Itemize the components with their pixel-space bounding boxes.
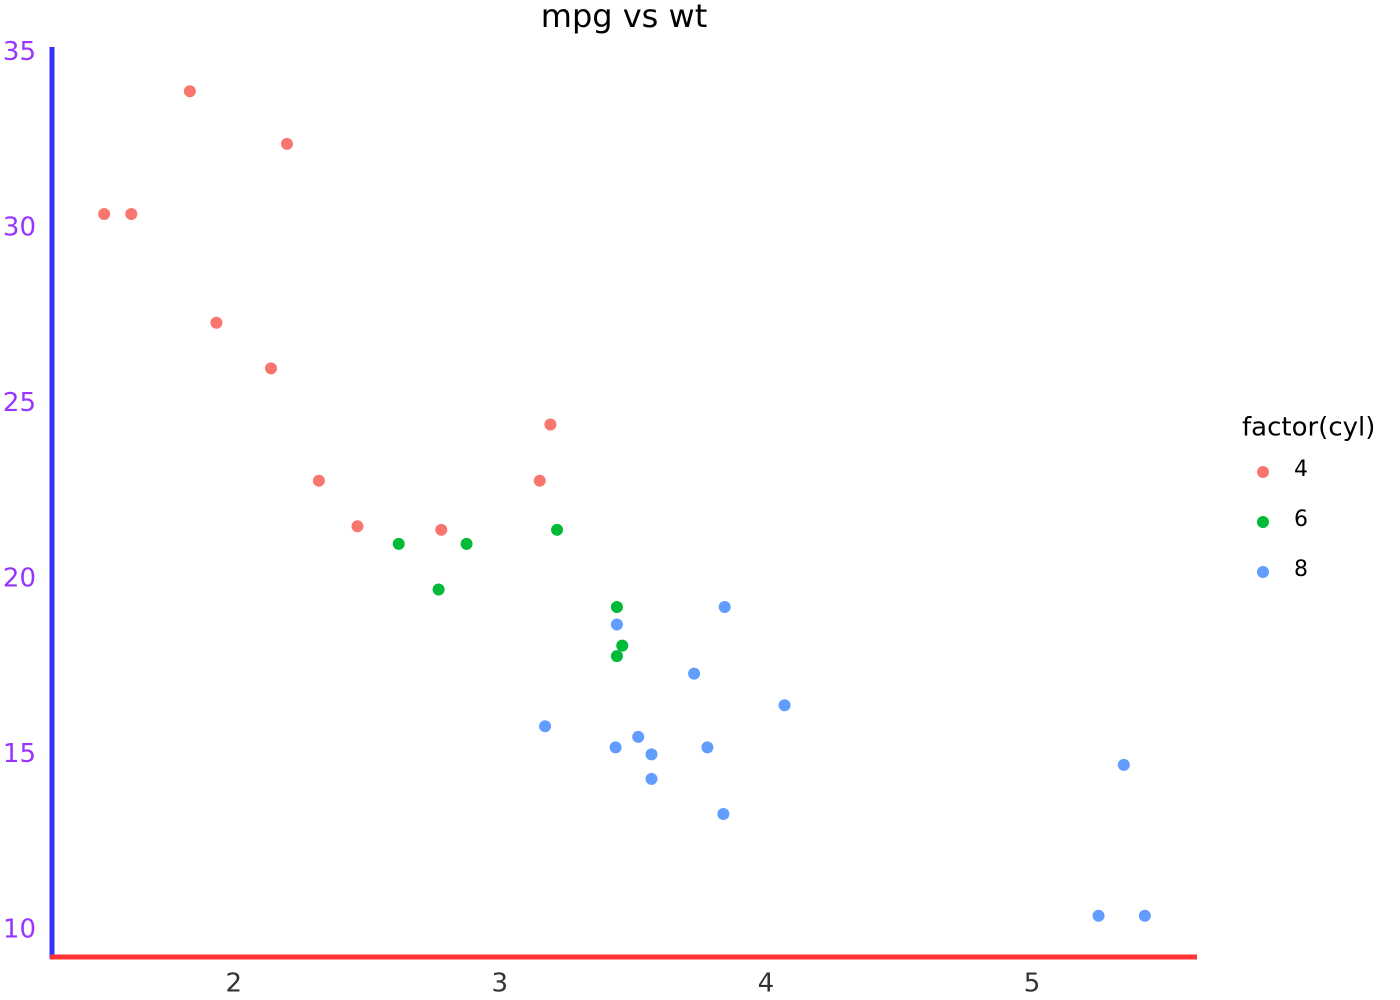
y-tick-label: 25 bbox=[3, 388, 36, 418]
y-tick-label: 35 bbox=[3, 37, 36, 67]
point bbox=[1117, 758, 1130, 771]
x-tick-label: 2 bbox=[225, 969, 242, 999]
x-tick-label: 3 bbox=[492, 969, 509, 999]
legend-label: 8 bbox=[1294, 557, 1308, 582]
point bbox=[610, 618, 623, 631]
y-tick-label: 15 bbox=[3, 739, 36, 769]
point bbox=[432, 583, 445, 596]
point bbox=[539, 720, 552, 733]
point bbox=[701, 741, 714, 754]
x-tick-label: 4 bbox=[758, 969, 775, 999]
point bbox=[645, 748, 658, 761]
point bbox=[280, 137, 293, 150]
chart-title: mpg vs wt bbox=[541, 0, 707, 35]
legend-marker bbox=[1257, 466, 1269, 478]
point bbox=[1092, 909, 1105, 922]
point bbox=[645, 772, 658, 785]
point bbox=[351, 520, 364, 533]
point bbox=[183, 85, 196, 98]
point bbox=[610, 650, 623, 663]
point bbox=[125, 208, 138, 221]
legend-marker bbox=[1257, 566, 1269, 578]
point bbox=[392, 537, 405, 550]
y-tick-label: 20 bbox=[3, 563, 36, 593]
y-tick-label: 10 bbox=[3, 914, 36, 944]
point bbox=[98, 208, 111, 221]
x-tick-label: 5 bbox=[1024, 969, 1041, 999]
point bbox=[778, 699, 791, 712]
point bbox=[551, 523, 564, 536]
point bbox=[610, 601, 623, 614]
legend-title: factor(cyl) bbox=[1242, 413, 1375, 443]
point bbox=[460, 537, 473, 550]
point bbox=[718, 601, 731, 614]
point bbox=[533, 474, 546, 487]
point bbox=[544, 418, 557, 431]
point bbox=[717, 808, 730, 821]
point bbox=[609, 741, 622, 754]
point bbox=[264, 362, 277, 375]
legend-label: 4 bbox=[1294, 457, 1308, 482]
legend-label: 6 bbox=[1294, 507, 1308, 532]
point bbox=[1138, 909, 1151, 922]
point bbox=[210, 316, 223, 329]
point bbox=[435, 523, 448, 536]
point bbox=[632, 730, 645, 743]
point bbox=[688, 667, 701, 680]
point bbox=[312, 474, 325, 487]
y-tick-label: 30 bbox=[3, 213, 36, 243]
legend-marker bbox=[1257, 516, 1269, 528]
point bbox=[616, 639, 629, 652]
